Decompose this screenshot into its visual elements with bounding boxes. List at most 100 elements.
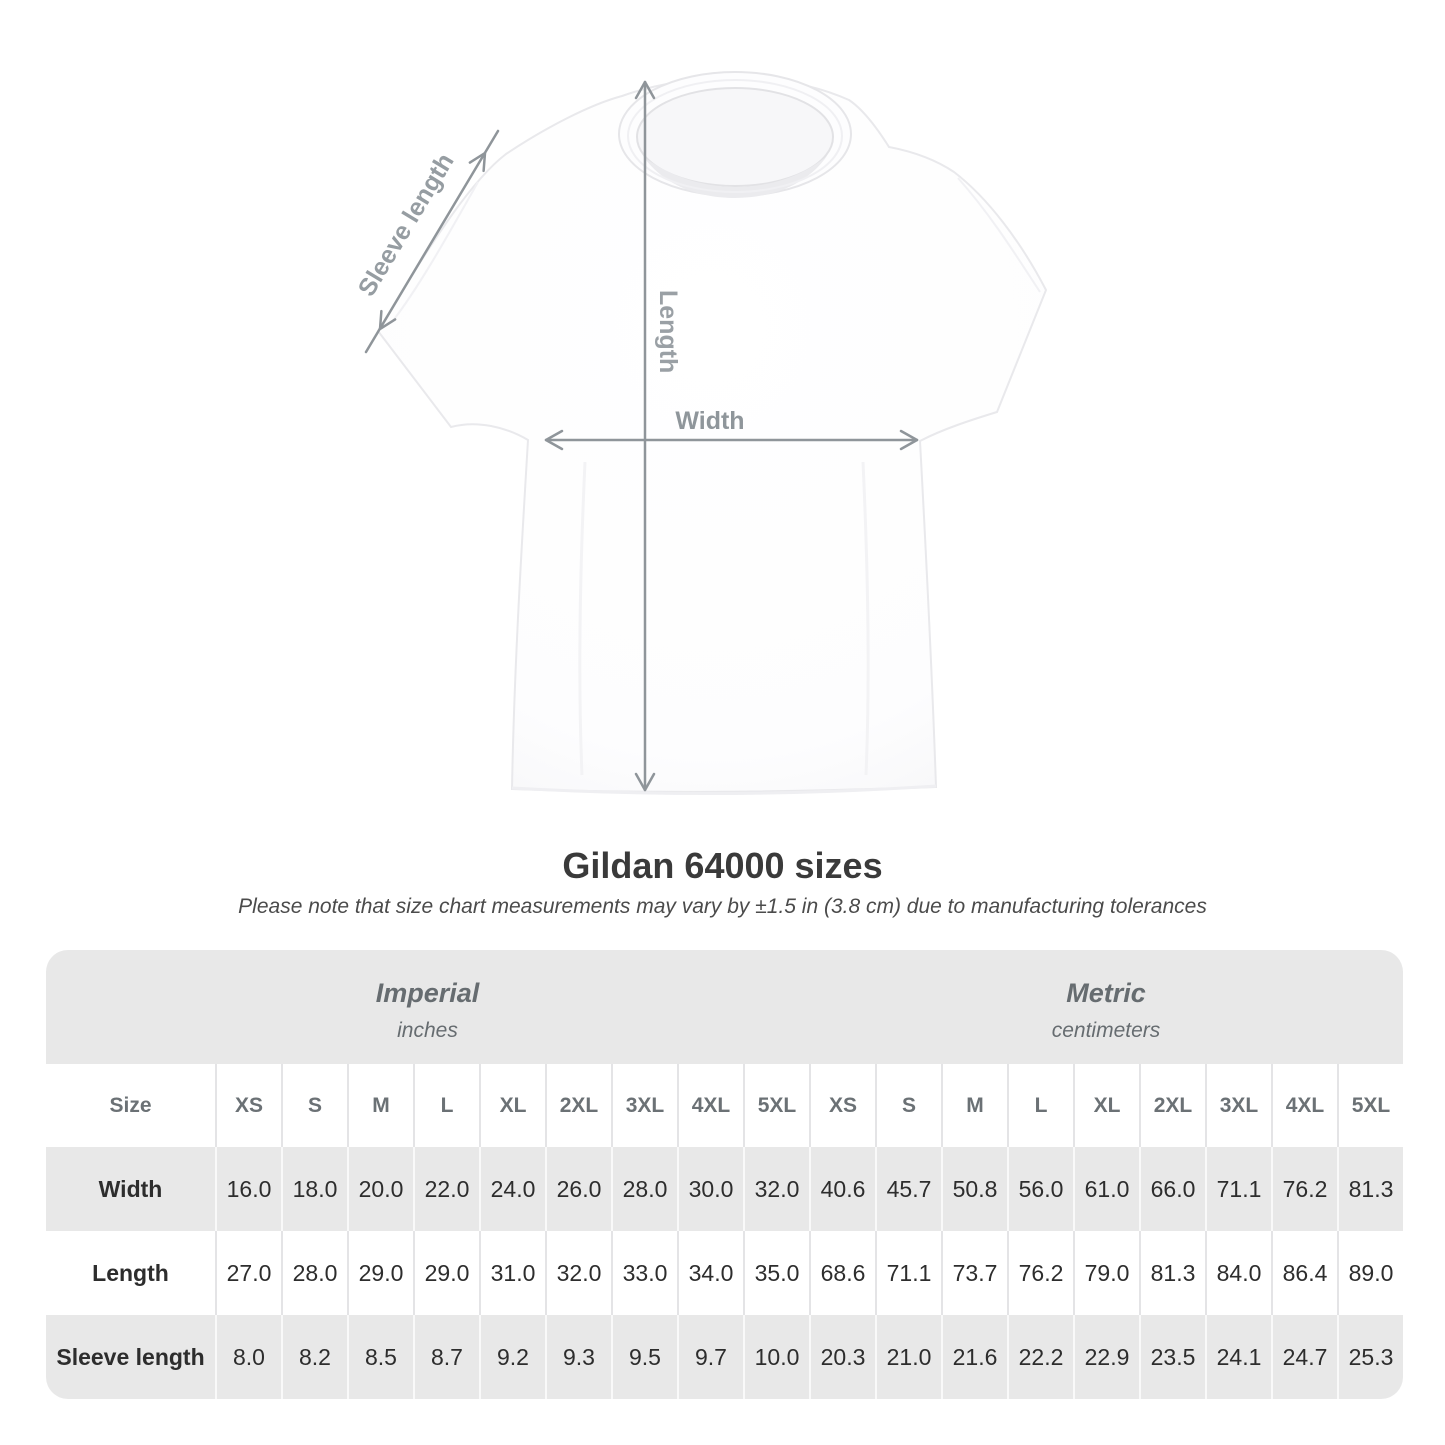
value-cell: 31.0	[479, 1231, 545, 1315]
value-cell: 28.0	[611, 1147, 677, 1231]
imperial-unit: inches	[397, 1018, 458, 1042]
value-cell: 22.2	[1007, 1315, 1073, 1399]
value-cell: 56.0	[1007, 1147, 1073, 1231]
size-col-header: XL	[1073, 1064, 1139, 1147]
tshirt-diagram: Sleeve length Length Width	[353, 71, 1048, 796]
value-cell: 8.5	[347, 1315, 413, 1399]
value-cell: 9.7	[677, 1315, 743, 1399]
sleeve-length-arrow	[364, 129, 500, 354]
size-col-header: M	[941, 1064, 1007, 1147]
imperial-header: Imperial inches	[46, 950, 809, 1064]
value-cell: 32.0	[743, 1147, 809, 1231]
value-cell: 21.6	[941, 1315, 1007, 1399]
length-label: Length	[654, 290, 682, 373]
tshirt-illustration	[376, 71, 1048, 796]
value-cell: 18.0	[281, 1147, 347, 1231]
value-cell: 29.0	[413, 1231, 479, 1315]
value-cell: 9.2	[479, 1315, 545, 1399]
value-cell: 73.7	[941, 1231, 1007, 1315]
value-cell: 27.0	[215, 1231, 281, 1315]
value-cell: 33.0	[611, 1231, 677, 1315]
value-cell: 22.9	[1073, 1315, 1139, 1399]
value-cell: 30.0	[677, 1147, 743, 1231]
length-row: Length 27.0 28.0 29.0 29.0 31.0 32.0 33.…	[46, 1231, 1403, 1315]
value-cell: 9.5	[611, 1315, 677, 1399]
value-cell: 71.1	[875, 1231, 941, 1315]
width-arrow	[544, 429, 919, 451]
sleeve-length-row: Sleeve length 8.0 8.2 8.5 8.7 9.2 9.3 9.…	[46, 1315, 1403, 1399]
value-cell: 24.1	[1205, 1315, 1271, 1399]
size-col-header: 2XL	[545, 1064, 611, 1147]
size-col-header: 3XL	[1205, 1064, 1271, 1147]
value-cell: 10.0	[743, 1315, 809, 1399]
row-label: Width	[46, 1147, 215, 1231]
size-col-header: XS	[215, 1064, 281, 1147]
value-cell: 28.0	[281, 1231, 347, 1315]
value-cell: 40.6	[809, 1147, 875, 1231]
value-cell: 20.3	[809, 1315, 875, 1399]
size-col-header: 3XL	[611, 1064, 677, 1147]
value-cell: 8.0	[215, 1315, 281, 1399]
size-col-header: S	[875, 1064, 941, 1147]
width-row: Width 16.0 18.0 20.0 22.0 24.0 26.0 28.0…	[46, 1147, 1403, 1231]
value-cell: 66.0	[1139, 1147, 1205, 1231]
value-cell: 23.5	[1139, 1315, 1205, 1399]
value-cell: 34.0	[677, 1231, 743, 1315]
value-cell: 68.6	[809, 1231, 875, 1315]
value-cell: 29.0	[347, 1231, 413, 1315]
metric-header: Metric centimeters	[809, 950, 1403, 1064]
measurement-arrows	[364, 80, 919, 792]
value-cell: 76.2	[1007, 1231, 1073, 1315]
size-col-header: XS	[809, 1064, 875, 1147]
metric-unit: centimeters	[1051, 1018, 1161, 1042]
value-cell: 8.2	[281, 1315, 347, 1399]
value-cell: 61.0	[1073, 1147, 1139, 1231]
value-cell: 8.7	[413, 1315, 479, 1399]
width-label: Width	[675, 407, 744, 435]
value-cell: 20.0	[347, 1147, 413, 1231]
value-cell: 32.0	[545, 1231, 611, 1315]
size-col-header: XL	[479, 1064, 545, 1147]
row-label: Sleeve length	[46, 1315, 215, 1399]
value-cell: 71.1	[1205, 1147, 1271, 1231]
value-cell: 9.3	[545, 1315, 611, 1399]
unit-header-row: Imperial inches Metric centimeters	[46, 950, 1403, 1064]
value-cell: 21.0	[875, 1315, 941, 1399]
length-arrow	[634, 80, 656, 792]
page-title: Gildan 64000 sizes	[562, 845, 883, 886]
value-cell: 22.0	[413, 1147, 479, 1231]
size-col-header: 4XL	[677, 1064, 743, 1147]
value-cell: 76.2	[1271, 1147, 1337, 1231]
value-cell: 50.8	[941, 1147, 1007, 1231]
value-cell: 16.0	[215, 1147, 281, 1231]
value-cell: 86.4	[1271, 1231, 1337, 1315]
row-label: Length	[46, 1231, 215, 1315]
size-col-header: 4XL	[1271, 1064, 1337, 1147]
size-table: Imperial inches Metric centimeters Size …	[46, 950, 1403, 1399]
metric-label: Metric	[1066, 977, 1146, 1008]
imperial-label: Imperial	[375, 977, 480, 1008]
size-col-header: 5XL	[743, 1064, 809, 1147]
value-cell: 26.0	[545, 1147, 611, 1231]
size-col-header: S	[281, 1064, 347, 1147]
size-col-header: M	[347, 1064, 413, 1147]
value-cell: 84.0	[1205, 1231, 1271, 1315]
size-col-header: 5XL	[1337, 1064, 1403, 1147]
size-col-header: L	[1007, 1064, 1073, 1147]
value-cell: 81.3	[1139, 1231, 1205, 1315]
value-cell: 89.0	[1337, 1231, 1403, 1315]
value-cell: 25.3	[1337, 1315, 1403, 1399]
value-cell: 79.0	[1073, 1231, 1139, 1315]
size-col-header: 2XL	[1139, 1064, 1205, 1147]
size-header-label: Size	[46, 1064, 215, 1147]
value-cell: 45.7	[875, 1147, 941, 1231]
value-cell: 35.0	[743, 1231, 809, 1315]
value-cell: 24.0	[479, 1147, 545, 1231]
value-cell: 24.7	[1271, 1315, 1337, 1399]
size-header-row: Size XS S M L XL 2XL 3XL 4XL 5XL XS S M …	[46, 1064, 1403, 1147]
tolerance-note: Please note that size chart measurements…	[238, 895, 1207, 918]
size-col-header: L	[413, 1064, 479, 1147]
collar-opening	[636, 87, 834, 187]
value-cell: 81.3	[1337, 1147, 1403, 1231]
